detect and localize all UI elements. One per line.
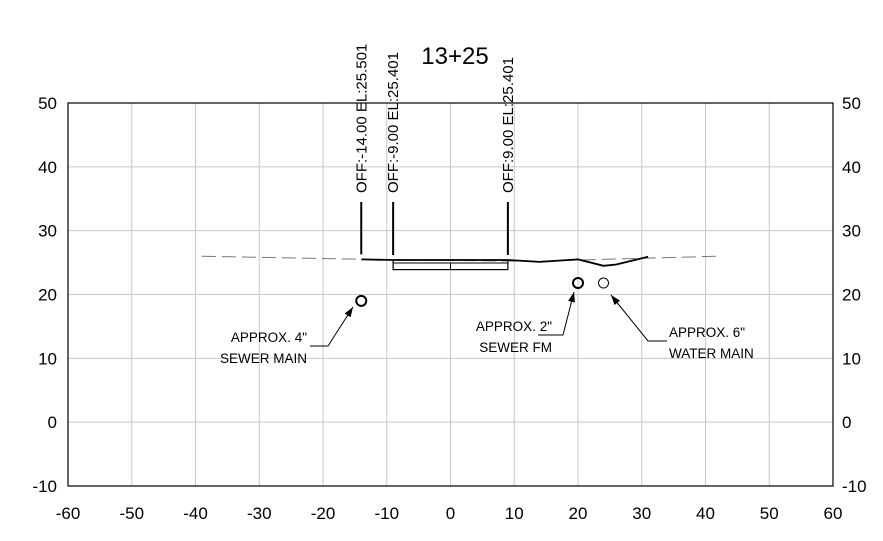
callout-line-1: APPROX. 2" — [476, 319, 552, 334]
offset-label: OFF:9.00 EL:25.401 — [500, 57, 517, 193]
y-tick-label-right: 30 — [842, 222, 861, 241]
callout-line-1: APPROX. 6" — [669, 325, 745, 340]
x-tick-label: -30 — [247, 504, 272, 523]
utility-pipe-icon — [572, 277, 584, 290]
callout-line-2: SEWER MAIN — [220, 351, 307, 366]
x-tick-label: -40 — [183, 504, 208, 523]
proposed-surface-line — [361, 255, 649, 267]
axis-tick-labels: -60 -50 -40 -30 -20 -10 0 10 20 30 40 50 60 50 50 40 40 3… — [32, 94, 866, 523]
leader-line — [538, 291, 575, 336]
leader-line — [310, 306, 354, 347]
callout-line-1: APPROX. 4" — [231, 330, 307, 345]
grid — [67, 102, 834, 487]
y-tick-label-left: 30 — [38, 222, 57, 241]
y-tick-label-left: 20 — [38, 286, 57, 305]
y-tick-label-left: 50 — [38, 94, 57, 113]
offset-markers: OFF:-14.00 EL:25.501 OFF:-9.00 EL:25.401 O… — [353, 44, 517, 256]
x-tick-label: 10 — [505, 504, 524, 523]
y-tick-label-right: 0 — [842, 413, 851, 432]
x-tick-label: 50 — [760, 504, 779, 523]
x-tick-label: -10 — [374, 504, 399, 523]
leader-arrowhead — [344, 307, 353, 318]
offset-label: OFF:-9.00 EL:25.401 — [385, 52, 402, 193]
utility-pipe-icon — [598, 277, 609, 289]
y-tick-label-right: 40 — [842, 158, 861, 177]
plot-frame — [67, 102, 834, 487]
y-tick-label-left: 10 — [38, 349, 57, 368]
leader-arrowhead — [568, 292, 575, 303]
y-tick-label-left: 0 — [48, 413, 57, 432]
x-tick-label: -20 — [311, 504, 336, 523]
y-tick-label-left: 40 — [38, 158, 57, 177]
y-tick-label-right: 50 — [842, 94, 861, 113]
x-tick-label: 20 — [569, 504, 588, 523]
leader-line — [610, 294, 667, 342]
utility-callouts: APPROX. 4" SEWER MAIN APPROX. 2" SEWER FM AP… — [220, 277, 754, 366]
x-tick-label: 40 — [696, 504, 715, 523]
x-tick-label: 0 — [446, 504, 455, 523]
leader-arrowhead — [611, 295, 620, 305]
callout-line-2: SEWER FM — [479, 340, 552, 355]
y-tick-label-right: 10 — [842, 349, 861, 368]
offset-label: OFF:-14.00 EL:25.501 — [353, 44, 370, 193]
station-label: 13+25 — [421, 43, 488, 70]
y-tick-label-right: 20 — [842, 286, 861, 305]
x-tick-label: -60 — [56, 504, 81, 523]
x-tick-label: -50 — [119, 504, 144, 523]
y-tick-label-right: -10 — [842, 477, 867, 496]
utility-pipe-icon — [355, 294, 368, 307]
x-tick-label: 60 — [824, 504, 843, 523]
callout-line-2: WATER MAIN — [669, 346, 754, 361]
y-tick-label-left: -10 — [32, 477, 57, 496]
x-tick-label: 30 — [632, 504, 651, 523]
proposed-section — [361, 255, 649, 271]
